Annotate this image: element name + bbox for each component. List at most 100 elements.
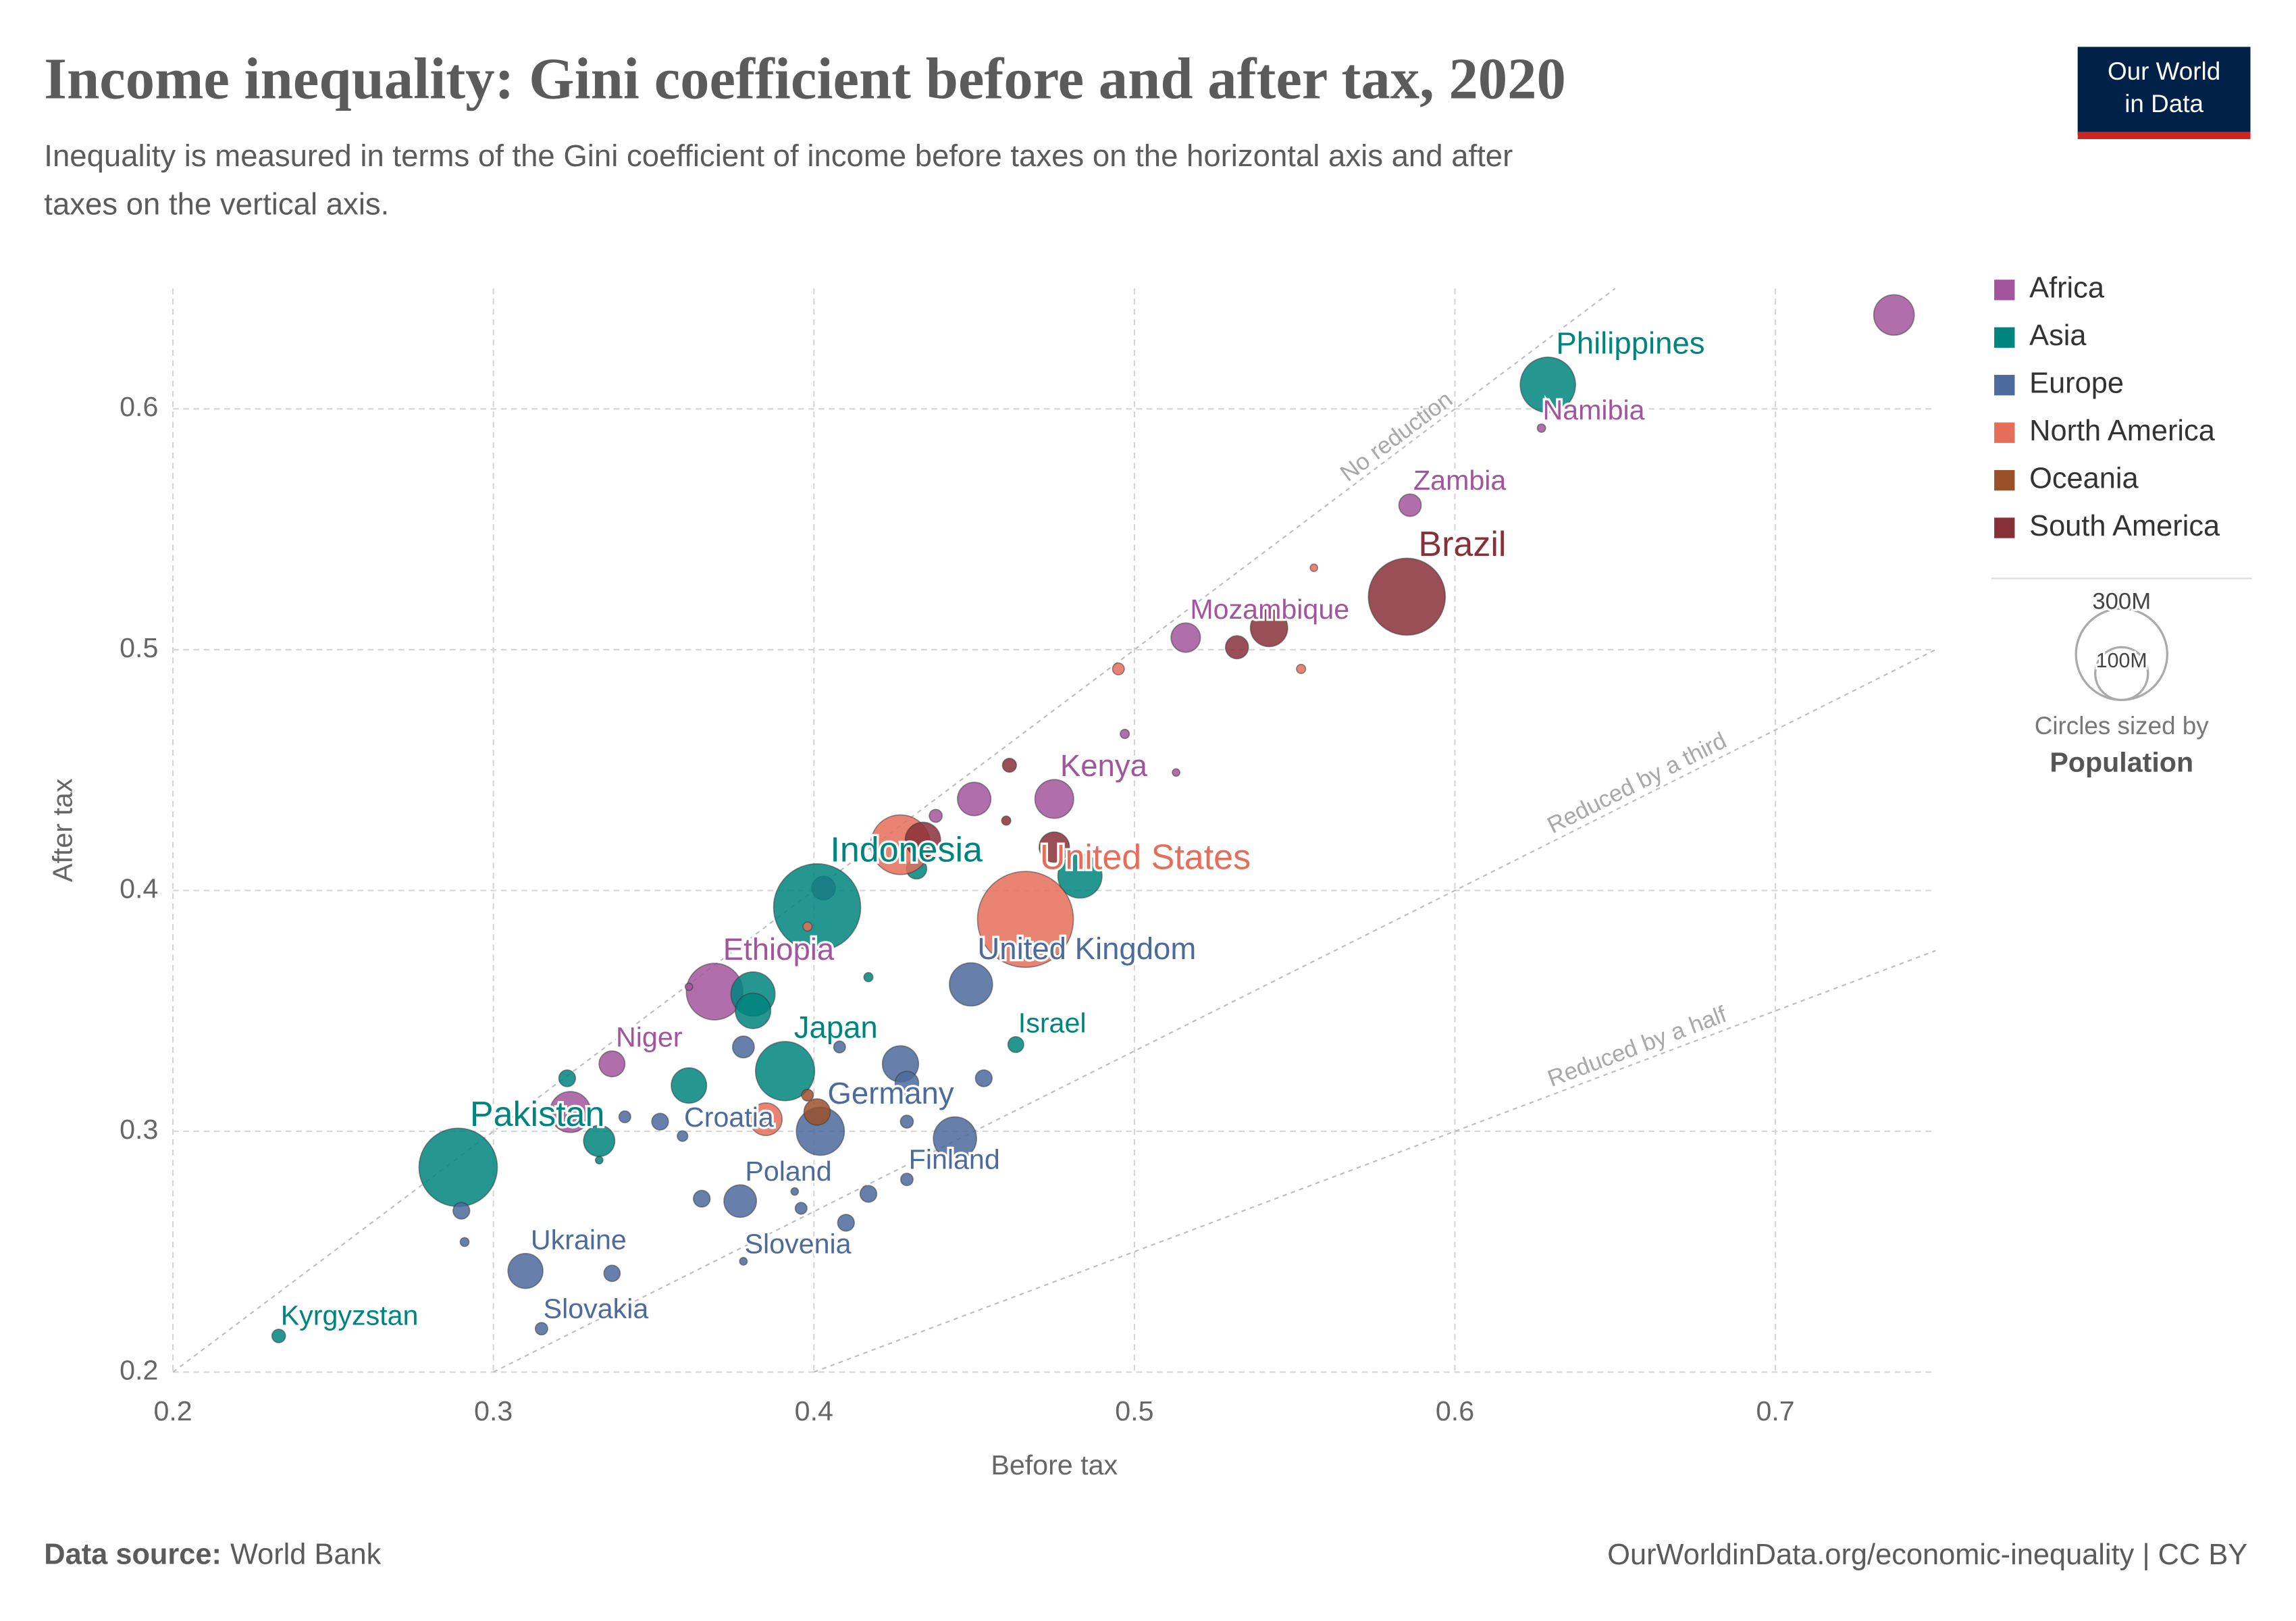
legend-label: Oceania [2029, 463, 2139, 495]
bubble [1120, 729, 1130, 740]
bubble [671, 1067, 708, 1104]
point-label: Mozambique [1190, 594, 1349, 625]
bubble [899, 1173, 914, 1187]
y-axis-label: After tax [47, 778, 78, 882]
bubble [684, 982, 694, 992]
bubble [271, 1329, 286, 1343]
point-label: Pakistan [470, 1095, 605, 1134]
bubble [1057, 853, 1103, 899]
bubble [731, 1035, 755, 1059]
point-label: United States [1040, 838, 1251, 877]
bubble [1172, 768, 1180, 777]
bubble [773, 863, 862, 952]
size-legend-label: 100M [2096, 650, 2147, 672]
bubble [929, 808, 943, 823]
bubble [603, 1264, 621, 1283]
y-tick-label: 0.3 [120, 1114, 158, 1145]
bubble [1007, 1035, 1024, 1054]
point-label: Japan [794, 1010, 878, 1045]
bubble [1519, 356, 1576, 413]
point-label: Brazil [1418, 525, 1506, 564]
x-tick-label: 0.7 [1756, 1395, 1794, 1426]
legend-swatch [1994, 375, 2015, 396]
footer-source-label: Data source: [44, 1539, 221, 1571]
point-label: Zambia [1413, 465, 1506, 496]
bubble [1224, 635, 1249, 660]
bubble [418, 1127, 498, 1208]
size-legend-circle [2094, 646, 2149, 701]
point-label: Poland [745, 1156, 831, 1187]
bubble [1367, 557, 1446, 636]
bubble [949, 962, 993, 1007]
bubble [899, 1114, 914, 1129]
point-label: Kenya [1060, 748, 1148, 783]
point-label: United Kingdom [977, 931, 1196, 966]
point-label: Indonesia [830, 830, 983, 869]
bubble [904, 821, 941, 858]
legend-swatch [1994, 327, 2015, 348]
reference-line [172, 288, 1616, 1373]
point-label: Slovakia [544, 1293, 649, 1324]
point-label: Philippines [1556, 326, 1704, 360]
legend-label: Africa [2029, 272, 2105, 305]
bubble [794, 1202, 808, 1215]
bubble [677, 1130, 689, 1142]
point-label: Finland [909, 1144, 1000, 1175]
size-legend-label: 300M [2092, 589, 2151, 615]
legend-label: Asia [2029, 319, 2087, 352]
reference-label: Reduced by a third [1544, 727, 1731, 838]
bubble [558, 1069, 577, 1087]
logo-box [2077, 47, 2251, 135]
y-tick-label: 0.6 [120, 391, 158, 422]
bubble [1112, 662, 1125, 675]
bubble [549, 1091, 592, 1133]
x-tick-label: 0.4 [795, 1395, 833, 1426]
bubble [802, 921, 813, 932]
point-label: Kyrgyzstan [281, 1300, 419, 1331]
legend-swatch [1994, 469, 2015, 491]
bubble [1873, 294, 1915, 336]
bubble [735, 992, 772, 1029]
legend-swatch [1994, 280, 2015, 301]
bubble [790, 1187, 800, 1196]
logo-text: in Data [2124, 90, 2203, 118]
point-label: Slovenia [745, 1228, 852, 1259]
legend-label: Europe [2029, 367, 2124, 400]
point-label: Namibia [1542, 394, 1644, 426]
bubble [974, 1069, 993, 1087]
bubble [598, 1050, 626, 1078]
subtitle: Inequality is measured in terms of the G… [44, 138, 1513, 173]
logo-text: Our World [2108, 57, 2220, 85]
size-legend-variable: Population [2050, 747, 2193, 778]
size-legend-caption: Circles sized by [2035, 712, 2210, 740]
bubble [837, 1214, 855, 1232]
point-label: Ukraine [531, 1224, 627, 1255]
point-label: Croatia [684, 1102, 774, 1133]
logo-bar [2077, 132, 2251, 139]
bubble [749, 1102, 783, 1137]
legend-swatch [1994, 517, 2015, 538]
bubble [618, 1110, 631, 1124]
reference-line [493, 648, 1936, 1373]
bubble [1296, 663, 1307, 675]
chart-title: Income inequality: Gini coefficient befo… [44, 47, 1566, 111]
bubble [803, 1098, 831, 1126]
bubble [833, 1040, 846, 1054]
bubble [933, 1116, 977, 1161]
x-tick-label: 0.5 [1115, 1395, 1153, 1426]
bubble [723, 1184, 758, 1218]
bubble [1249, 609, 1288, 648]
bubble [1170, 622, 1201, 653]
footer-source-name: World Bank [230, 1539, 382, 1571]
bubble [1001, 757, 1017, 773]
bubble [976, 871, 1074, 969]
x-tick-label: 0.6 [1436, 1395, 1474, 1426]
reference-line [813, 950, 1936, 1373]
bubble [651, 1112, 669, 1131]
footer-source: Data source: World Bank [44, 1539, 381, 1571]
bubble [1038, 831, 1070, 863]
legend-swatch [1994, 422, 2015, 443]
bubble [1398, 493, 1422, 517]
bubble [1536, 423, 1546, 433]
